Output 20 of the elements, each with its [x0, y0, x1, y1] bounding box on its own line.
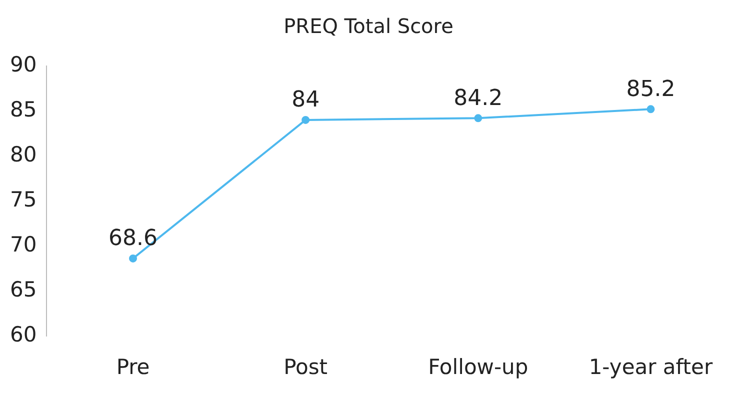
y-tick-label: 85	[10, 97, 37, 122]
chart-title: PREQ Total Score	[284, 14, 454, 38]
y-tick-label: 80	[10, 142, 37, 166]
x-tick-label: Follow-up	[428, 354, 528, 379]
y-tick-label: 75	[10, 187, 37, 212]
y-tick-label: 65	[10, 277, 37, 302]
x-tick-label: 1-year after	[588, 354, 713, 379]
data-label: 84	[292, 88, 320, 113]
y-tick-label: 70	[10, 232, 37, 256]
point	[646, 105, 655, 114]
x-tick-label: Pre	[116, 354, 150, 379]
data-label: 85.2	[626, 76, 676, 102]
point	[474, 114, 482, 122]
point	[129, 254, 138, 262]
data-label: 84.2	[454, 86, 503, 111]
point	[302, 116, 310, 124]
y-tick-label: 90	[10, 52, 37, 76]
y-tick-label: 60	[10, 322, 37, 346]
data-label: 68.6	[108, 226, 158, 252]
x-tick-label: Post	[284, 354, 328, 379]
